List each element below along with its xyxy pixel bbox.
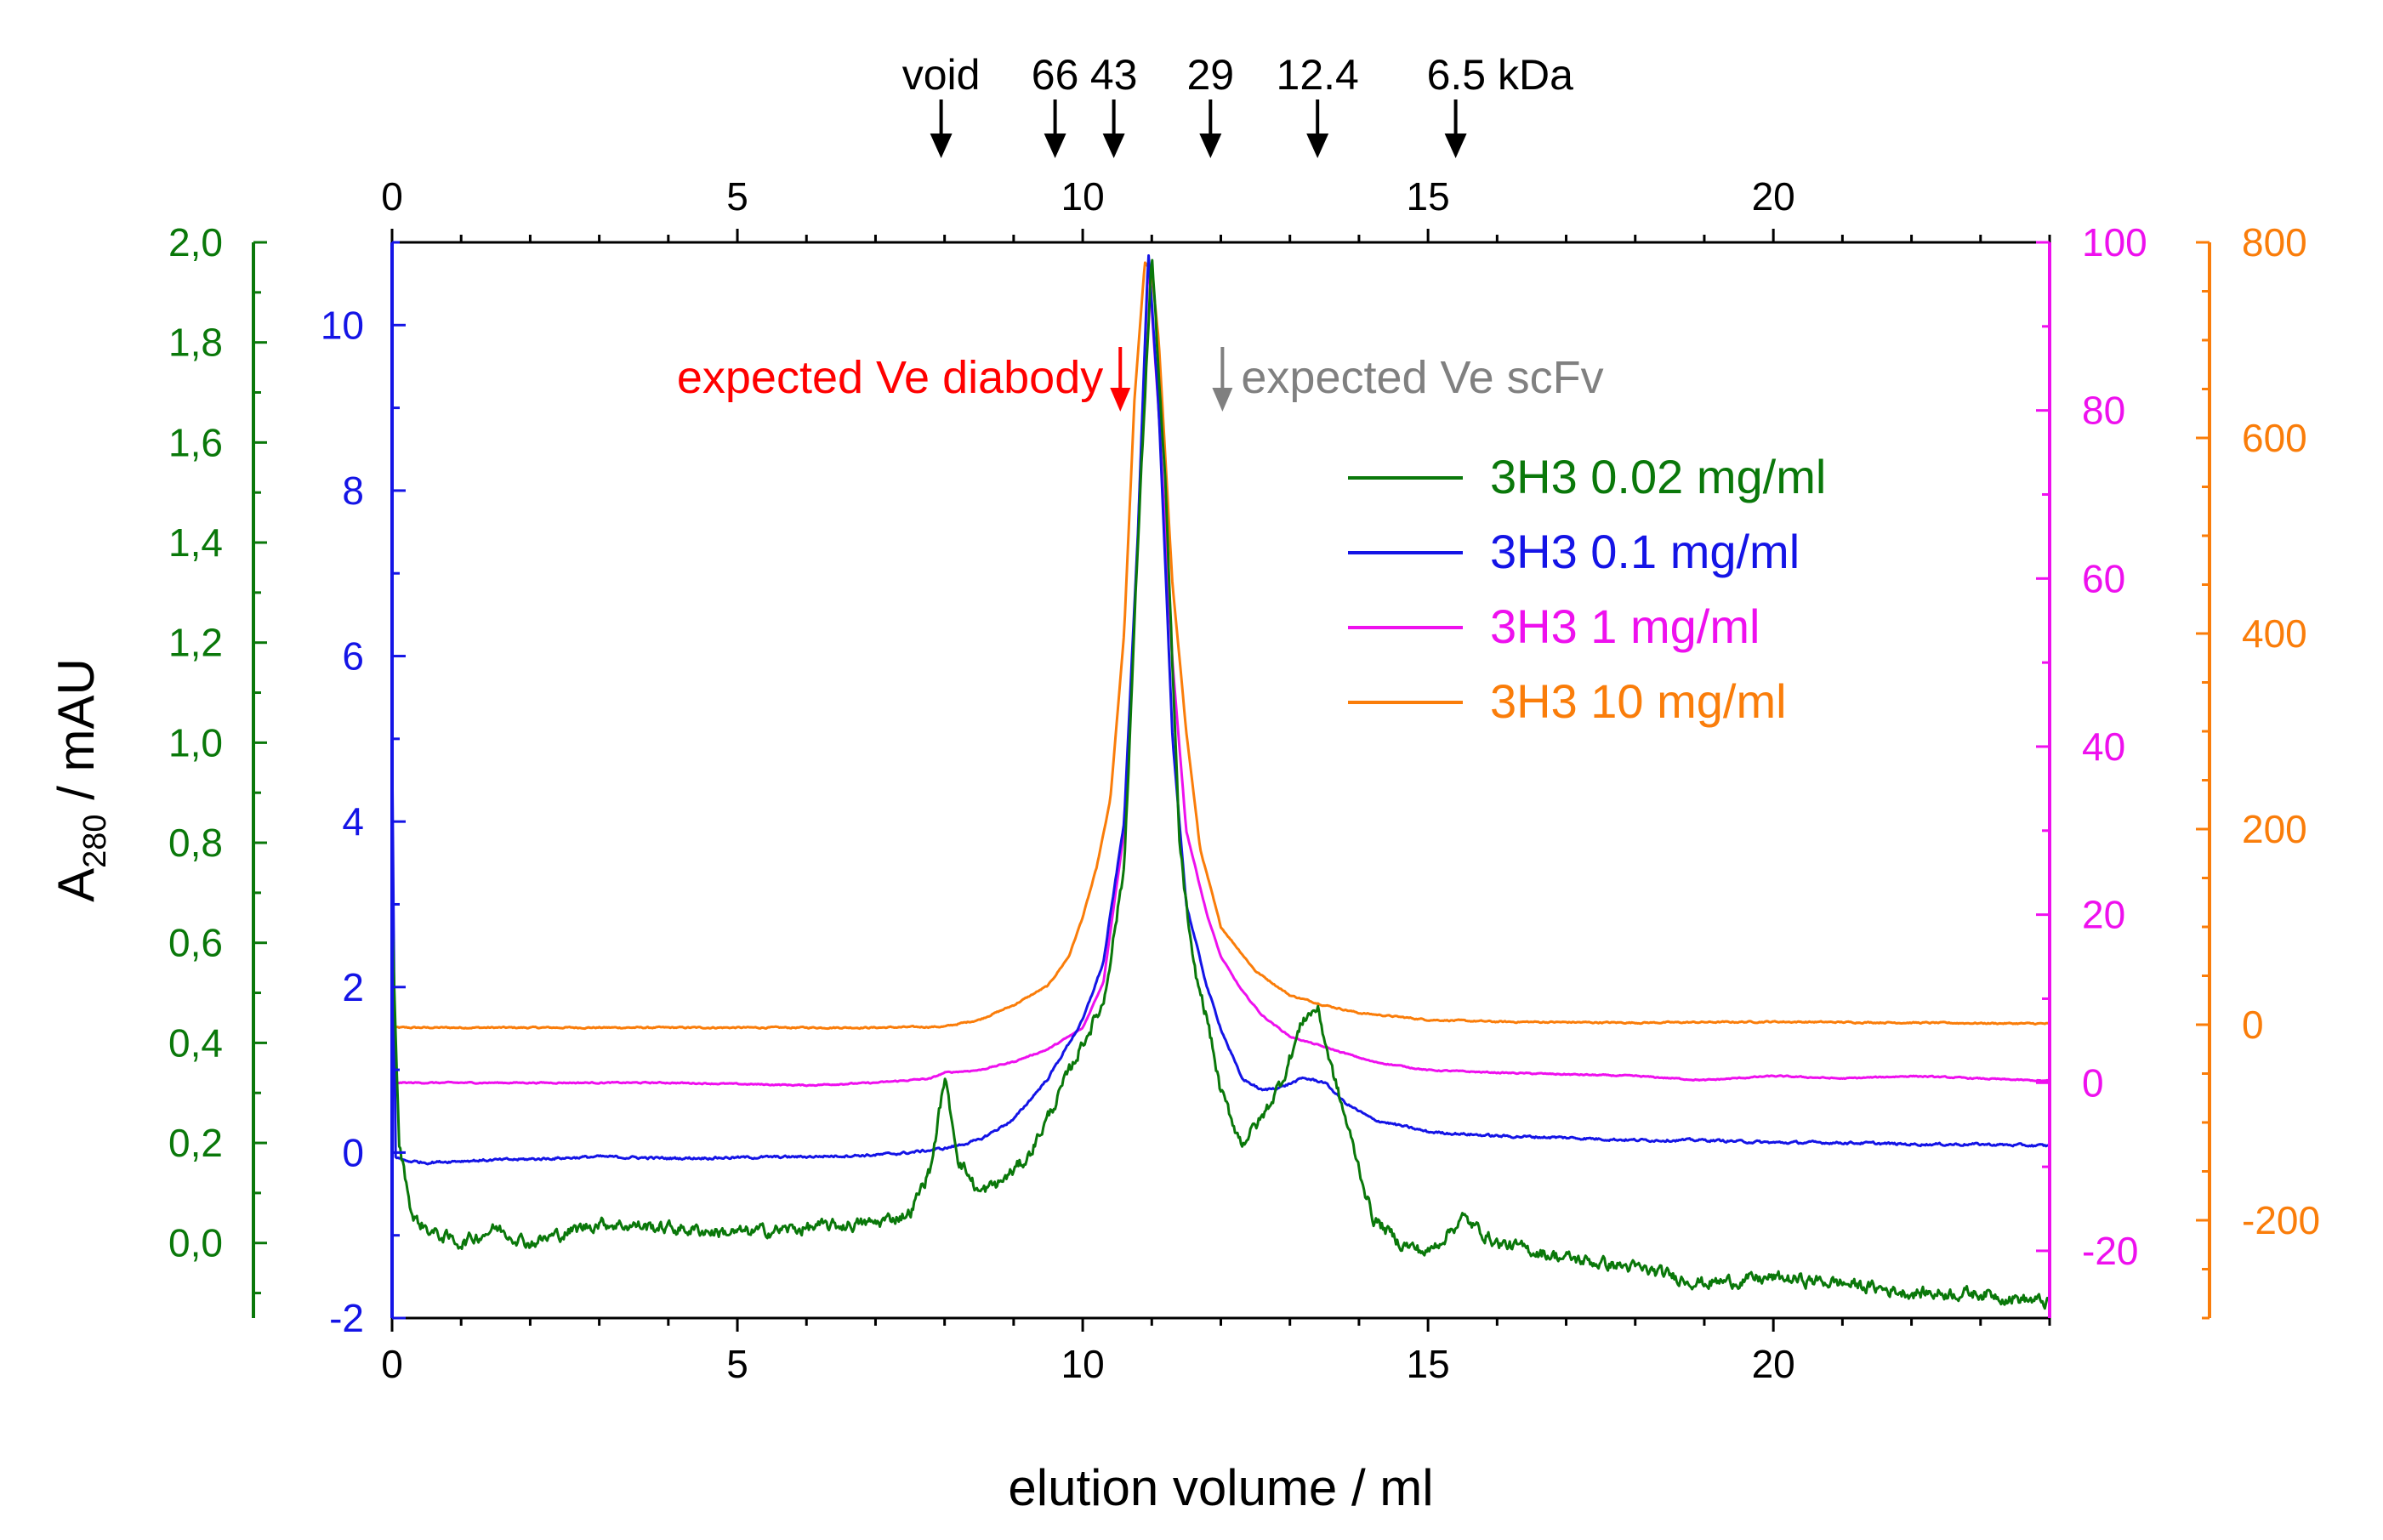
marker-arrow-head (930, 134, 953, 158)
annotation-diabody: expected Ve diabody (677, 352, 1103, 403)
magenta-y-tick-label: 60 (2082, 556, 2125, 600)
axes-layer (252, 229, 2211, 1332)
legend-label: 3H3 0.02 mg/ml (1490, 450, 1826, 503)
orange-y-tick-label: -200 (2242, 1198, 2320, 1242)
x-axis-label: elution volume / ml (1008, 1459, 1433, 1516)
orange-y-tick-label: 600 (2242, 416, 2307, 460)
green-y-tick-label: 0,8 (168, 821, 223, 865)
magenta-y-tick-label: 0 (2082, 1060, 2104, 1105)
legend-label: 3H3 1 mg/ml (1490, 600, 1760, 653)
x-tick-label: 20 (1752, 1342, 1795, 1386)
blue-y-tick-label: 10 (321, 303, 364, 347)
x-top-tick-label: 10 (1061, 174, 1104, 219)
marker-label: void (902, 51, 981, 99)
x-tick-label: 5 (726, 1342, 748, 1386)
y-axis-label: A280 / mAU (48, 658, 113, 902)
magenta-y-tick-label: 80 (2082, 389, 2125, 433)
annotations: expected Ve diabody expected Ve scFv (677, 347, 1604, 412)
green-y-tick-label: 0,4 (168, 1020, 223, 1065)
blue-y-tick-label: 6 (342, 634, 364, 679)
marker-arrow-head (1199, 134, 1222, 158)
x-top-tick-label: 15 (1407, 174, 1450, 219)
series-line-green (390, 259, 2050, 1310)
orange-y-tick-label: 0 (2242, 1003, 2264, 1047)
marker-label: 29 (1187, 51, 1235, 99)
top-axis-markers: void 66 43 29 12.4 6.5 kDa (902, 51, 1573, 158)
magenta-y-tick-label: -20 (2082, 1229, 2138, 1273)
green-y-tick-label: 0,6 (168, 921, 223, 965)
magenta-y-tick-label: 40 (2082, 725, 2125, 769)
x-top-tick-label: 0 (381, 174, 403, 219)
x-tick-label: 15 (1407, 1342, 1450, 1386)
marker-arrow-head (1102, 134, 1125, 158)
green-y-tick-label: 1,2 (168, 621, 223, 665)
blue-y-tick-label: 0 (342, 1130, 364, 1174)
green-y-tick-label: 0,2 (168, 1121, 223, 1165)
magenta-y-tick-label: 100 (2082, 220, 2147, 264)
series-line-orange (391, 261, 2050, 1031)
series-line-blue (390, 254, 2050, 1166)
green-y-tick-label: 1,8 (168, 321, 223, 365)
annotation-arrow-head (1110, 388, 1131, 412)
marker-label: 66 (1032, 51, 1079, 99)
marker-arrow-head (1444, 134, 1467, 158)
x-top-tick-label: 20 (1752, 174, 1795, 219)
marker-label: 12.4 (1277, 51, 1359, 99)
legend: 3H3 0.02 mg/ml 3H3 0.1 mg/ml 3H3 1 mg/ml 3H… (1348, 450, 1826, 728)
annotation-arrow-head (1212, 388, 1233, 412)
marker-arrow-head (1306, 134, 1329, 158)
blue-y-tick-label: 2 (342, 965, 364, 1009)
green-y-tick-label: 2,0 (168, 220, 223, 264)
orange-y-tick-label: 400 (2242, 611, 2307, 656)
magenta-y-tick-label: 20 (2082, 893, 2125, 937)
legend-label: 3H3 10 mg/ml (1490, 674, 1787, 728)
orange-y-tick-label: 200 (2242, 807, 2307, 851)
marker-label: 6.5 kDa (1427, 51, 1574, 99)
blue-y-tick-label: 4 (342, 799, 364, 844)
series-layer (390, 254, 2050, 1310)
marker-label: 43 (1090, 51, 1138, 99)
legend-label: 3H3 0.1 mg/ml (1490, 525, 1800, 578)
blue-y-tick-label: 8 (342, 469, 364, 513)
blue-y-tick-label: -2 (329, 1296, 364, 1340)
x-tick-label: 10 (1061, 1342, 1104, 1386)
green-y-tick-label: 1,4 (168, 520, 223, 565)
x-tick-label: 0 (381, 1342, 403, 1386)
x-top-tick-label: 5 (726, 174, 748, 219)
marker-arrow-head (1044, 134, 1066, 158)
series-line-magenta (391, 262, 2050, 1088)
green-y-tick-label: 1,6 (168, 420, 223, 464)
green-y-tick-label: 1,0 (168, 720, 223, 764)
green-y-tick-label: 0,0 (168, 1221, 223, 1265)
orange-y-tick-label: 800 (2242, 220, 2307, 264)
annotation-scfv: expected Ve scFv (1241, 352, 1603, 403)
